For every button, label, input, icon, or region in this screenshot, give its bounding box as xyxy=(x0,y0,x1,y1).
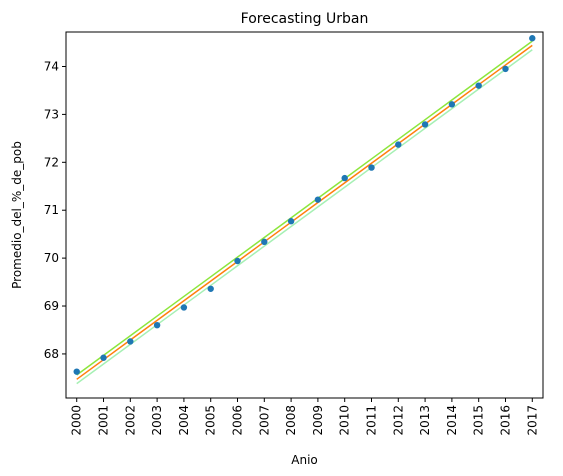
data-point xyxy=(529,35,536,42)
series-3-line xyxy=(76,49,533,385)
y-tick-label: 72 xyxy=(44,155,59,169)
data-point xyxy=(502,65,509,73)
x-tick-label: 2001 xyxy=(97,405,111,436)
y-axis-ticks: 68 69 70 71 72 73 74 xyxy=(44,59,66,361)
data-point xyxy=(341,174,348,182)
x-tick-label: 2010 xyxy=(338,405,352,436)
plot-frame xyxy=(65,31,544,399)
x-tick-label: 2011 xyxy=(364,405,378,436)
x-tick-label: 2000 xyxy=(70,405,84,436)
x-tick-label: 2012 xyxy=(391,405,405,436)
data-point xyxy=(261,238,268,246)
data-point xyxy=(180,304,188,311)
y-tick-label: 73 xyxy=(44,107,59,121)
plot-marks xyxy=(73,35,536,385)
series-2-line xyxy=(76,40,533,376)
y-axis-label: Promedio_del_%_de_pob xyxy=(10,141,24,289)
data-point xyxy=(73,368,80,375)
data-point xyxy=(475,82,482,89)
data-point xyxy=(234,257,241,265)
data-point xyxy=(207,285,214,292)
data-point xyxy=(287,218,295,225)
data-point xyxy=(395,141,402,148)
data-point xyxy=(153,321,161,329)
x-tick-label: 2008 xyxy=(284,405,298,436)
data-point xyxy=(100,354,107,361)
x-axis-ticks: 2000 2001 2002 2003 2004 2005 2006 2007 2008 2009… xyxy=(70,398,539,436)
x-tick-label: 2007 xyxy=(257,405,271,436)
series-1-line xyxy=(76,44,533,380)
x-tick-label: 2009 xyxy=(311,405,325,436)
y-tick-label: 74 xyxy=(44,59,59,73)
x-tick-label: 2016 xyxy=(498,405,512,436)
y-tick-label: 71 xyxy=(44,203,59,217)
x-tick-label: 2013 xyxy=(418,405,432,436)
x-tick-label: 2002 xyxy=(123,405,137,436)
data-point xyxy=(421,121,429,128)
data-point xyxy=(314,196,322,203)
x-tick-label: 2014 xyxy=(445,405,459,436)
x-axis-label: Anio xyxy=(291,453,318,467)
x-tick-label: 2003 xyxy=(150,405,164,436)
x-tick-label: 2004 xyxy=(177,405,191,436)
data-point xyxy=(368,164,375,171)
x-tick-label: 2005 xyxy=(204,405,218,436)
y-tick-label: 69 xyxy=(44,299,59,313)
data-point xyxy=(127,338,134,345)
x-tick-label: 2017 xyxy=(525,405,539,436)
chart-title: Forecasting Urban xyxy=(241,11,369,27)
y-tick-label: 68 xyxy=(44,347,59,361)
x-tick-label: 2006 xyxy=(231,405,245,436)
data-point xyxy=(448,101,456,108)
x-tick-label: 2015 xyxy=(472,405,486,436)
y-tick-label: 70 xyxy=(44,251,59,265)
